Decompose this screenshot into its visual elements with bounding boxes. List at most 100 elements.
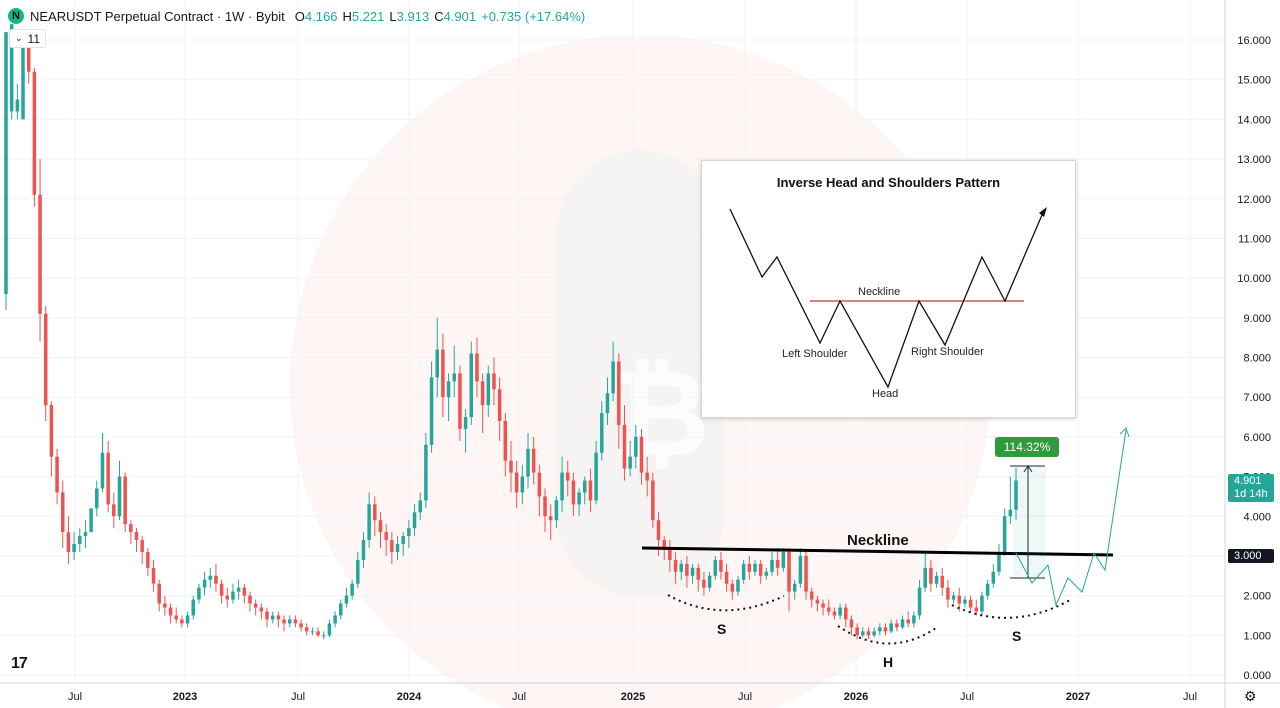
indicators-toggle-button[interactable]: ⌄ 11 <box>9 29 47 48</box>
low-key: L <box>389 8 397 24</box>
candle-body <box>475 353 479 382</box>
candle-body <box>106 452 110 505</box>
price-tick-label: 15.000 <box>1237 75 1271 87</box>
time-tick-label: Jul <box>68 691 82 703</box>
symbol-title[interactable]: NEARUSDT Perpetual Contract · 1W · Bybit <box>30 8 285 24</box>
price-tick-label: 12.000 <box>1237 194 1271 206</box>
candle-body <box>917 587 922 616</box>
candle-body <box>951 595 956 600</box>
candle-body <box>497 389 502 421</box>
candle-body <box>117 476 122 517</box>
time-tick-label: 2024 <box>397 691 422 703</box>
candle-body <box>480 381 485 406</box>
candle-body <box>361 540 366 560</box>
time-tick-label: 2025 <box>621 691 645 703</box>
candle-body <box>89 508 93 533</box>
measure-shade <box>1013 467 1046 577</box>
candle-body <box>163 603 167 608</box>
candle-body <box>38 194 42 314</box>
candle-body <box>112 504 116 517</box>
candle-body <box>707 575 712 588</box>
inset-head-label: Head <box>872 388 899 400</box>
candle-body <box>424 444 428 501</box>
symbol-header: N NEARUSDT Perpetual Contract · 1W · Byb… <box>8 7 585 25</box>
tradingview-logo-icon[interactable]: 17 <box>11 655 28 672</box>
time-tick-label: Jul <box>291 691 305 703</box>
measure-arrow <box>1023 465 1033 473</box>
candle-body <box>696 567 701 580</box>
price-tick-label: 9.000 <box>1243 313 1271 325</box>
candle-body <box>43 313 48 406</box>
candle-body <box>435 349 439 378</box>
candle-body <box>622 424 627 469</box>
candle-body <box>628 456 632 469</box>
change-value: +0.735 (+17.64%) <box>481 8 586 24</box>
candle-body <box>594 452 598 501</box>
candle-body <box>849 619 854 628</box>
candle-body <box>95 488 99 509</box>
price-tick-label: 1.000 <box>1243 630 1271 642</box>
candle-body <box>781 551 786 568</box>
last-price-tag: 4.901 1d 14h <box>1228 474 1274 502</box>
low-value: 3.913 <box>396 8 430 24</box>
candle-body <box>940 575 944 588</box>
open-value: 4.166 <box>304 8 338 24</box>
candle-body <box>492 373 496 390</box>
h-label: H <box>883 654 893 670</box>
candle-body <box>736 579 740 592</box>
candle-body <box>600 413 604 453</box>
candle-body <box>225 595 230 600</box>
high-key: H <box>342 8 352 24</box>
candle-body <box>946 587 950 600</box>
candle-body <box>321 635 326 637</box>
candle-body <box>78 536 82 545</box>
s-right-label: S <box>1012 628 1021 644</box>
candle-body <box>208 575 213 580</box>
candle-body <box>758 563 763 576</box>
candle-body <box>197 587 201 600</box>
candle-body <box>168 607 173 616</box>
candle-body <box>441 349 445 398</box>
candle-body <box>452 373 457 382</box>
candle-body <box>929 567 933 584</box>
candle-body <box>236 587 241 592</box>
candle-body <box>741 563 746 580</box>
candle-body <box>724 571 729 584</box>
time-axis-labels: Jul 2023 Jul 2024 Jul 2025 Jul 2026 Jul 2027 Jul <box>68 691 1197 703</box>
left-shoulder-arc <box>667 594 785 612</box>
price-tick-label: 11.000 <box>1238 233 1271 245</box>
near-logo-icon: N <box>8 8 24 24</box>
candle-body <box>327 623 332 636</box>
candle-body <box>826 607 831 612</box>
candle-body <box>605 393 610 414</box>
candle-body <box>265 611 269 620</box>
candle-body <box>21 43 25 120</box>
candle-body <box>344 595 349 604</box>
inset-right-shoulder-label: Right Shoulder <box>911 346 984 358</box>
candle-body <box>889 623 893 632</box>
candle-body <box>537 472 542 497</box>
candle-body <box>634 436 638 457</box>
candle-body <box>134 532 139 541</box>
candle-body <box>373 504 377 521</box>
candle-body <box>821 603 825 608</box>
candle-body <box>713 559 718 576</box>
candle-body <box>407 528 411 537</box>
candle-body <box>770 559 774 572</box>
indicator-count: 11 <box>27 31 41 46</box>
settings-icon[interactable]: ⚙ <box>1244 688 1257 704</box>
candle-body <box>259 607 264 612</box>
candle-body <box>832 611 837 616</box>
candle-body <box>100 452 105 489</box>
candle-body <box>1008 509 1013 517</box>
candle-body <box>968 599 973 608</box>
candle-body <box>974 607 979 612</box>
candle-body <box>174 615 178 620</box>
candle-body <box>72 544 76 552</box>
candle-body <box>548 516 553 521</box>
projection-path <box>1015 429 1127 607</box>
candle-body <box>861 631 865 636</box>
candle-body <box>588 480 593 501</box>
